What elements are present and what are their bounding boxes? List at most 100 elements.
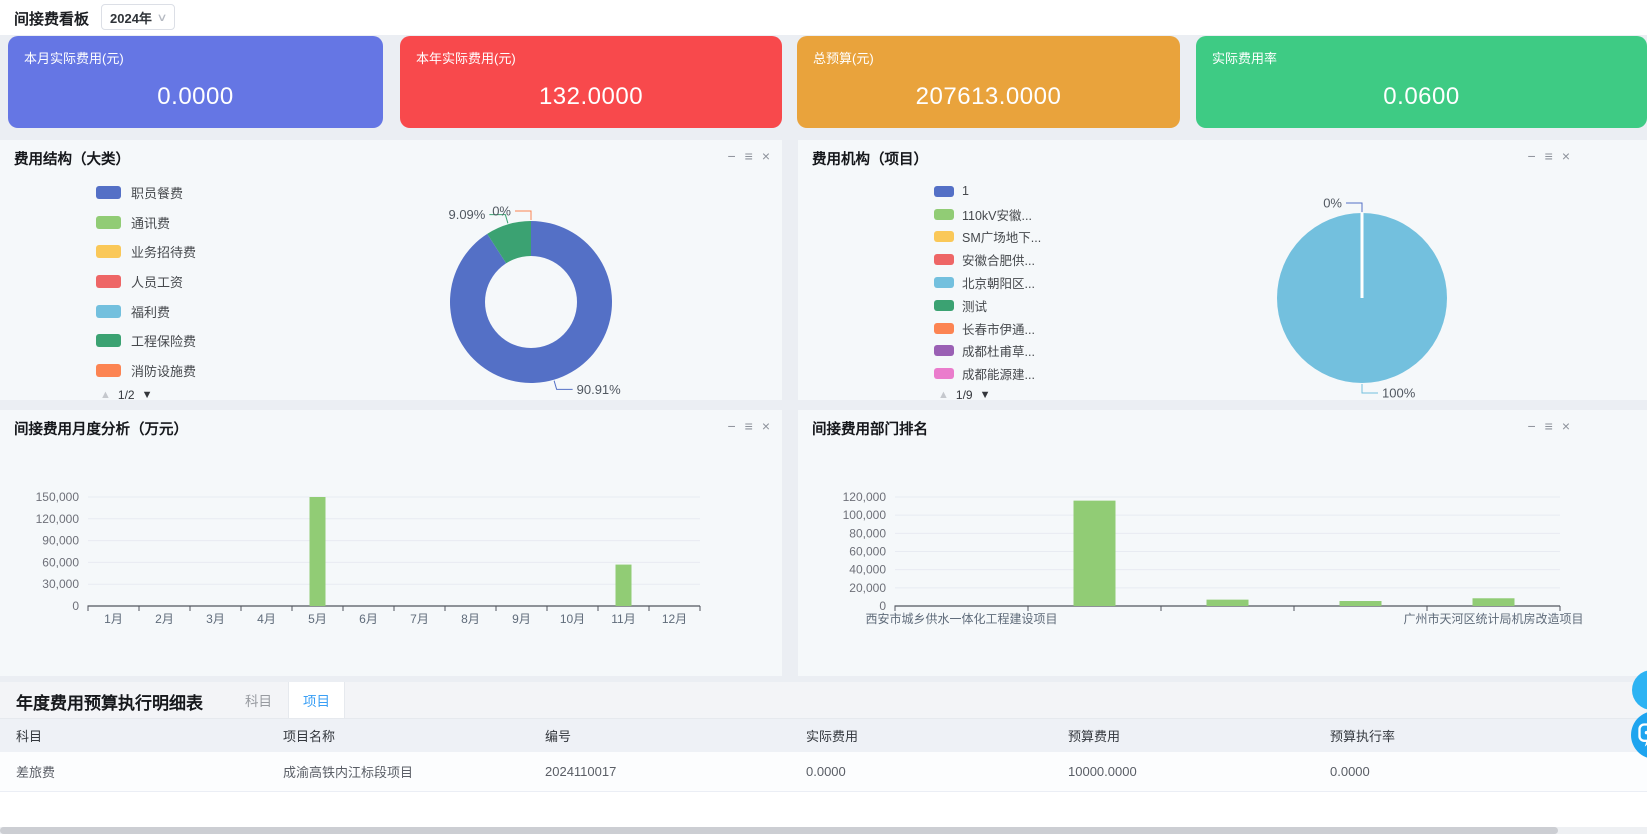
- label-leader-line: [489, 214, 509, 224]
- bar[interactable]: [309, 497, 326, 606]
- x-tick-label: 6月: [359, 612, 378, 626]
- legend-item[interactable]: 成都能源建...: [934, 362, 1041, 385]
- menu-icon[interactable]: ≡: [744, 148, 753, 164]
- menu-icon[interactable]: ≡: [1544, 418, 1553, 434]
- legend-label: 北京朝阳区...: [962, 277, 1035, 292]
- x-tick-label: 西安市城乡供水一体化工程建设项目: [865, 611, 1057, 626]
- label-leader-line: [553, 380, 573, 390]
- legend-label: 消防设施费: [131, 363, 197, 379]
- close-icon[interactable]: ×: [761, 418, 770, 434]
- year-select[interactable]: 2024年 ∨: [101, 4, 175, 30]
- legend-item[interactable]: 110kV安徽...: [934, 203, 1041, 226]
- legend-swatch: [96, 245, 121, 259]
- minimize-icon[interactable]: −: [727, 148, 736, 164]
- y-tick-label: 60,000: [849, 545, 886, 559]
- kpi-card-total-budget: 总预算(元) 207613.0000: [797, 36, 1180, 128]
- panel-actions: − ≡ ×: [1527, 147, 1570, 165]
- chat-bubble-icon: [1638, 723, 1647, 747]
- page-down-icon[interactable]: ▼: [979, 389, 991, 402]
- bar[interactable]: [1073, 500, 1116, 606]
- page-up-icon[interactable]: ▲: [100, 389, 111, 402]
- y-tick-label: 20,000: [849, 581, 886, 595]
- x-tick-label: 12月: [662, 612, 687, 626]
- table-header-row: 科目 项目名称 编号 实际费用 预算费用 预算执行率: [0, 719, 1647, 752]
- y-tick-label: 0: [72, 599, 79, 613]
- legend-item[interactable]: 职员餐费: [96, 178, 196, 208]
- legend-label: 安徽合肥供...: [962, 254, 1035, 269]
- table-row[interactable]: 差旅费 成渝高铁内江标段项目 2024110017 0.0000 10000.0…: [0, 752, 1647, 792]
- y-tick-label: 150,000: [36, 490, 80, 504]
- legend-item[interactable]: 成都杜甫草...: [934, 340, 1041, 363]
- label-leader-line: [1361, 384, 1378, 394]
- chevron-down-icon: ∨: [156, 11, 168, 24]
- y-tick-label: 120,000: [36, 512, 80, 526]
- legend-item[interactable]: 消防设施费: [96, 356, 196, 386]
- slice-label: 100%: [1382, 386, 1416, 401]
- minimize-icon[interactable]: −: [727, 418, 736, 434]
- table-title: 年度费用预算执行明细表: [16, 694, 203, 713]
- close-icon[interactable]: ×: [761, 148, 770, 164]
- kpi-card-month-actual: 本月实际费用(元) 0.0000: [8, 36, 383, 128]
- legend-item[interactable]: 长春市伊通...: [934, 317, 1041, 340]
- panel-title: 间接费用月度分析（万元）: [14, 422, 188, 438]
- close-icon[interactable]: ×: [1561, 148, 1570, 164]
- x-tick-label: 3月: [206, 612, 225, 626]
- legend-swatch: [96, 215, 121, 229]
- panel-budget-detail-table: 年度费用预算执行明细表 科目 项目 科目 项目名称 编号 实际费用 预算费用 预…: [0, 682, 1647, 828]
- legend-swatch: [934, 208, 954, 220]
- legend-item[interactable]: 1: [934, 180, 1041, 203]
- minimize-icon[interactable]: −: [1527, 418, 1536, 434]
- legend-item[interactable]: SM广场地下...: [934, 226, 1041, 249]
- bar[interactable]: [615, 564, 632, 606]
- page-indicator: 1/9: [955, 388, 973, 403]
- x-tick-label: 9月: [512, 612, 531, 626]
- y-tick-label: 60,000: [42, 555, 79, 569]
- legend-item[interactable]: 福利费: [96, 296, 196, 326]
- monthly-bar-chart[interactable]: 0 30,000 60,000 90,000 120,000 150,000 1月 2月 3月 4…: [0, 410, 782, 676]
- kpi-label: 总预算(元): [813, 51, 874, 66]
- kpi-value: 207613.0000: [915, 83, 1062, 110]
- ranking-bar-chart[interactable]: 0 20,000 40,000 60,000 80,000 100,000 120,000 西…: [798, 410, 1647, 676]
- floating-service-button[interactable]: [1632, 670, 1647, 710]
- legend-label: 成都能源建...: [962, 368, 1035, 383]
- legend-label: 人员工资: [131, 275, 184, 291]
- legend-item[interactable]: 测试: [934, 294, 1041, 317]
- donut-chart[interactable]: 90.91% 9.09% 0%: [0, 140, 782, 400]
- y-tick-label: 40,000: [849, 563, 886, 577]
- menu-icon[interactable]: ≡: [1544, 148, 1553, 164]
- bar[interactable]: [1206, 599, 1249, 606]
- legend-item[interactable]: 通讯费: [96, 208, 196, 238]
- close-icon[interactable]: ×: [1561, 418, 1570, 434]
- tab-subject[interactable]: 科目: [245, 694, 272, 709]
- legend-swatch: [96, 363, 121, 377]
- bar[interactable]: [1472, 598, 1515, 606]
- horizontal-scrollbar-thumb[interactable]: [0, 827, 1558, 834]
- page-title: 间接费看板: [14, 11, 90, 28]
- legend-item[interactable]: 北京朝阳区...: [934, 271, 1041, 294]
- legend-swatch: [934, 322, 954, 334]
- slice-label: 0%: [1323, 196, 1342, 211]
- panel-expense-structure: 费用结构（大类） − ≡ × 90.91% 9.09% 0% 职员餐费 通讯费 业务招待…: [0, 140, 782, 403]
- legend-swatch: [934, 368, 954, 380]
- label-leader-line: [1346, 202, 1363, 212]
- cell-subject: 差旅费: [16, 765, 56, 780]
- floating-chat-button[interactable]: [1631, 711, 1647, 759]
- legend-item[interactable]: 工程保险费: [96, 326, 196, 356]
- kpi-value: 0.0600: [1383, 83, 1460, 110]
- legend-item[interactable]: 业务招待费: [96, 237, 196, 267]
- chart-legend: 职员餐费 通讯费 业务招待费 人员工资 福利费 工程保险费 消防设施费 ▲ 1/2 ▼: [96, 178, 196, 403]
- legend-label: 测试: [962, 299, 988, 314]
- y-tick-label: 80,000: [849, 526, 886, 540]
- legend-item[interactable]: 人员工资: [96, 267, 196, 297]
- menu-icon[interactable]: ≡: [744, 418, 753, 434]
- page-down-icon[interactable]: ▼: [141, 389, 153, 402]
- legend-label: 通讯费: [131, 215, 171, 231]
- pie-chart[interactable]: 0% 100%: [798, 140, 1647, 400]
- panel-actions: − ≡ ×: [727, 417, 770, 435]
- legend-item[interactable]: 安徽合肥供...: [934, 248, 1041, 271]
- tab-project[interactable]: 项目: [288, 682, 345, 718]
- minimize-icon[interactable]: −: [1527, 148, 1536, 164]
- bar[interactable]: [1339, 601, 1382, 606]
- page-up-icon[interactable]: ▲: [938, 389, 949, 402]
- x-tick-label: 5月: [308, 612, 327, 626]
